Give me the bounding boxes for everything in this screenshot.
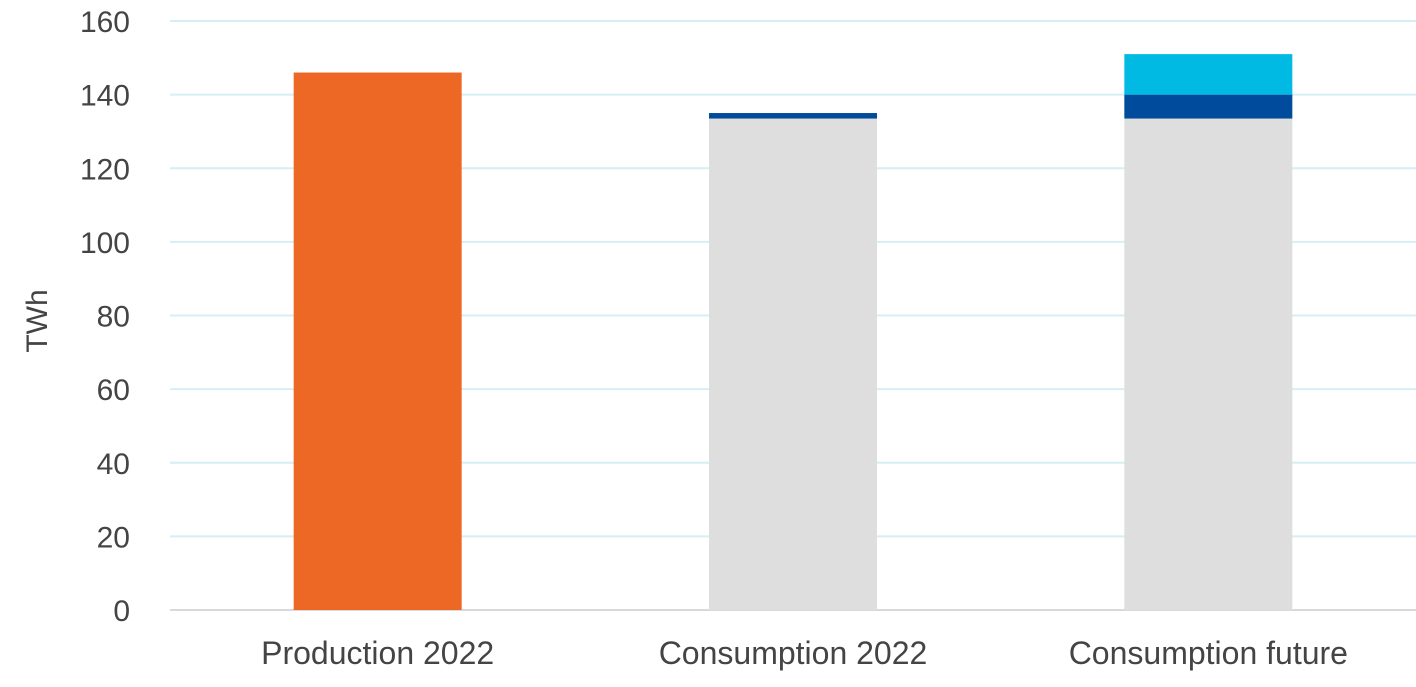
bar-segment — [709, 113, 877, 119]
y-tick-labels: 0 20 40 60 80 100 120 140 160 — [80, 6, 130, 628]
x-category-labels: Production 2022 Consumption 2022 Consumpti… — [261, 635, 1348, 671]
x-category-label: Consumption 2022 — [659, 635, 928, 671]
y-tick-label: 80 — [97, 301, 130, 334]
y-tick-label: 160 — [80, 6, 130, 39]
bar-segment — [709, 118, 877, 610]
y-axis-title: TWh — [21, 289, 54, 352]
y-tick-label: 100 — [80, 227, 130, 260]
x-category-label: Production 2022 — [261, 635, 494, 671]
bars — [293, 54, 1293, 611]
y-tick-label: 60 — [97, 374, 130, 407]
bar-segment — [1124, 54, 1293, 95]
y-tick-label: 0 — [113, 595, 130, 628]
x-category-label: Consumption future — [1069, 635, 1348, 671]
bar-segment — [1124, 94, 1293, 119]
bar-segment — [1124, 118, 1293, 610]
y-tick-label: 40 — [97, 448, 130, 481]
y-tick-label: 20 — [97, 521, 130, 554]
bar-segment — [293, 72, 462, 611]
y-tick-label: 140 — [80, 80, 130, 113]
y-tick-label: 120 — [80, 153, 130, 186]
